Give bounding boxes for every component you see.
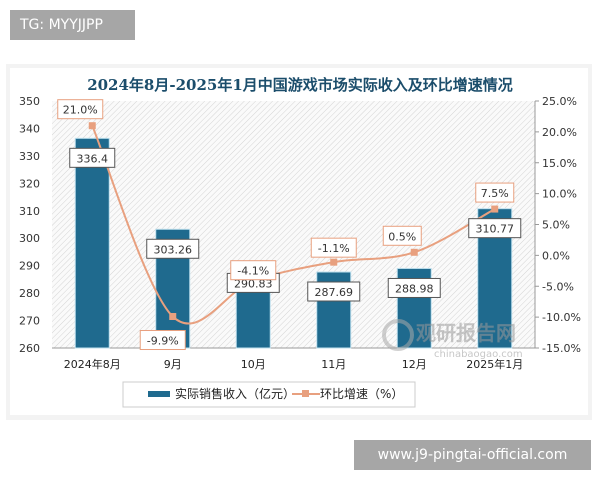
growth-value-label: -9.9%: [147, 335, 179, 348]
legend-label-bar: 实际销售收入（亿元）: [175, 386, 295, 401]
y-left-tick-label: 300: [19, 232, 40, 245]
growth-value-label-box: [139, 330, 186, 351]
y-left-tick-label: 290: [19, 260, 40, 273]
legend: 实际销售收入（亿元） 环比增速（%）: [122, 381, 416, 408]
growth-point: [169, 313, 177, 321]
y-left-tick-label: 260: [19, 342, 40, 355]
bar-value-label-box: [387, 277, 441, 298]
bar-value-label-box: [468, 218, 522, 239]
x-tick-label: 11月: [321, 358, 346, 371]
x-tick-label: 12月: [402, 358, 427, 371]
bar-value-label: 288.98: [395, 282, 434, 295]
x-tick-label: 2024年8月: [64, 357, 121, 371]
y-right-tick-label: 20.0%: [542, 126, 577, 139]
bar-value-label-box: [146, 238, 200, 259]
legend-label-line: 环比增速（%）: [320, 387, 403, 401]
bar-value-label: 287.69: [315, 286, 354, 299]
y-left-tick-label: 330: [19, 150, 40, 163]
growth-point: [410, 248, 418, 256]
growth-value-label: -1.1%: [318, 242, 350, 255]
plot-area: [52, 101, 535, 348]
x-tick-label: 9月: [164, 358, 182, 371]
y-right-tick-label: 5.0%: [542, 219, 570, 232]
site-url-label: www.j9-pingtai-official.com: [354, 440, 591, 470]
x-tick-label: 2025年1月: [466, 357, 523, 371]
tag-label: TG: MYYJJPP: [10, 10, 135, 40]
growth-value-label: 0.5%: [388, 230, 416, 243]
bar-value-label: 303.26: [154, 243, 193, 256]
bar-value-label: 336.4: [77, 152, 109, 165]
growth-point: [330, 258, 338, 266]
growth-value-label-box: [310, 237, 357, 258]
growth-point: [491, 205, 499, 213]
legend-swatch-bar: [148, 391, 170, 397]
y-left-tick-label: 340: [19, 122, 40, 135]
growth-value-label: 21.0%: [63, 104, 98, 117]
growth-value-label-box: [57, 99, 104, 120]
watermark-name: 观研报告网: [416, 321, 516, 345]
bar-value-label-box: [69, 147, 116, 168]
growth-point: [88, 122, 96, 130]
growth-value-label-box: [475, 182, 515, 203]
chart-title: 2024年8月-2025年1月中国游戏市场实际收入及环比增速情况: [87, 76, 513, 94]
y-right-tick-label: 10.0%: [542, 188, 577, 201]
bar: [74, 137, 110, 349]
y-left-tick-label: 350: [19, 95, 40, 108]
bar-value-label: 290.83: [234, 277, 273, 290]
y-right-tick-label: -5.0%: [542, 280, 574, 293]
y-right-tick-label: -10.0%: [542, 311, 581, 324]
watermark-url: chinabaogao.com: [434, 349, 523, 360]
y-right-tick-label: -15.0%: [542, 342, 581, 355]
bar-value-label: 310.77: [476, 223, 515, 236]
y-right-tick-label: 15.0%: [542, 157, 577, 170]
growth-value-label-box: [230, 260, 277, 281]
growth-value-label: -4.1%: [237, 265, 269, 278]
y-left-tick-label: 280: [19, 287, 40, 300]
growth-value-label: 7.5%: [481, 187, 509, 200]
x-tick-label: 10月: [241, 358, 266, 371]
y-right-tick-label: 0.0%: [542, 249, 570, 262]
y-left-tick-label: 310: [19, 205, 40, 218]
bar-value-label-box: [307, 281, 361, 302]
y-left-tick-label: 270: [19, 315, 40, 328]
y-right-tick-label: 25.0%: [542, 95, 577, 108]
watermark: 观研报告网 chinabaogao.com: [382, 319, 523, 360]
growth-value-label-box: [382, 225, 422, 246]
y-left-tick-label: 320: [19, 177, 40, 190]
